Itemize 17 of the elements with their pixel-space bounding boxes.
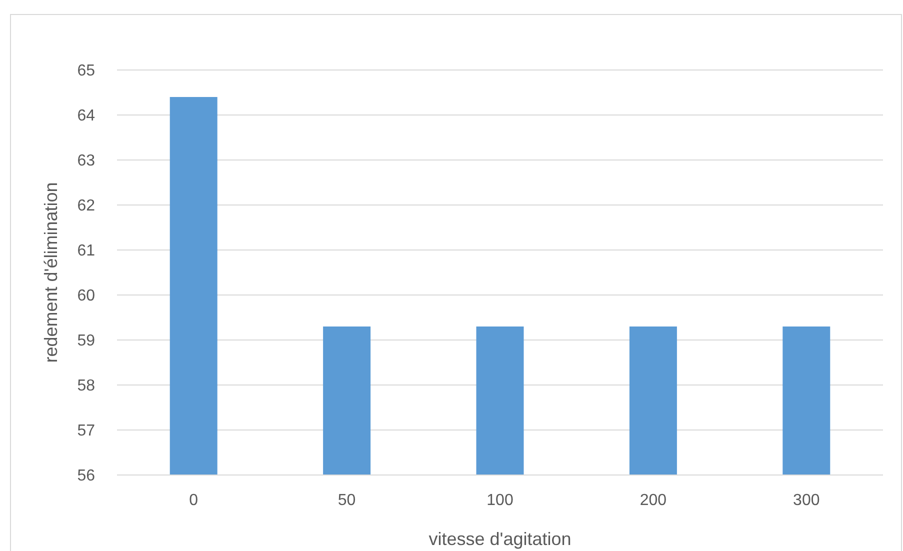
x-axis-title: vitesse d'agitation	[428, 529, 572, 549]
y-tick-label: 64	[77, 108, 96, 125]
y-tick-label: 63	[77, 152, 96, 170]
x-tick-label: 200	[640, 492, 667, 509]
y-tick-label: 59	[77, 332, 96, 350]
y-tick-label: 60	[77, 288, 96, 305]
y-tick-label: 58	[77, 378, 96, 395]
x-tick-label: 300	[793, 492, 820, 509]
x-tick-label: 0	[189, 492, 198, 509]
y-tick-label: 57	[77, 422, 96, 440]
x-tick-label: 100	[486, 492, 514, 509]
y-axis-title: redement d'élimination	[41, 182, 61, 363]
y-tick-label: 56	[77, 468, 96, 485]
x-tick-label: 50	[338, 492, 356, 509]
y-tick-label: 61	[77, 242, 96, 260]
y-tick-label: 62	[77, 198, 96, 215]
y-tick-label: 65	[77, 62, 96, 80]
